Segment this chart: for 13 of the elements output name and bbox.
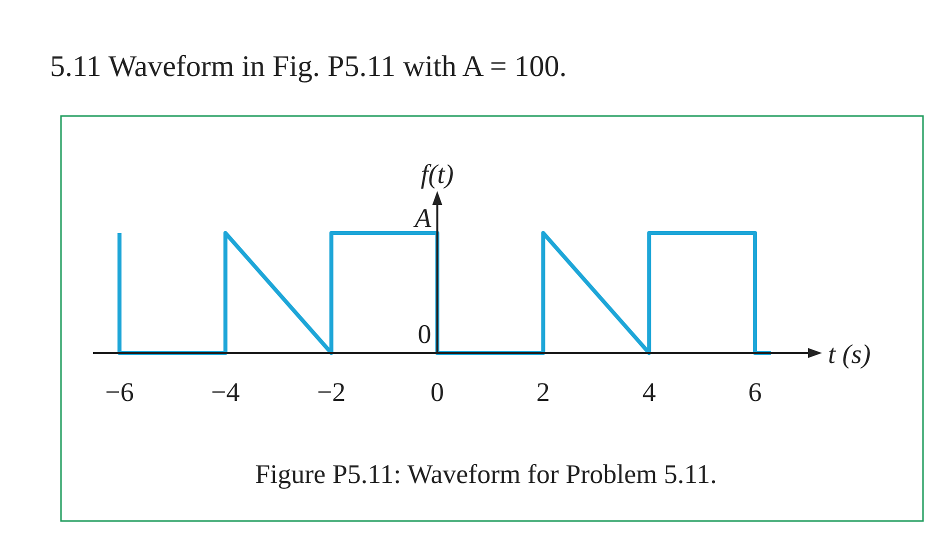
annotation: 0 [418,319,432,349]
annotation: A [412,203,432,233]
x-tick-label: −4 [211,377,240,407]
x-tick-label: 0 [430,377,444,407]
caption: Figure P5.11: Waveform for Problem 5.11. [255,459,717,489]
x-tick-label: 6 [748,377,762,407]
x-tick-label: −6 [105,377,134,407]
x-tick-label: −2 [316,377,346,407]
chart-title: 5.11 Waveform in Fig. P5.11 with A = 100. [50,50,567,83]
y-axis-title: f(t) [420,159,454,189]
x-axis-title: t (s) [828,339,871,369]
x-tick-label: 4 [642,377,656,407]
x-tick-label: 2 [536,377,550,407]
